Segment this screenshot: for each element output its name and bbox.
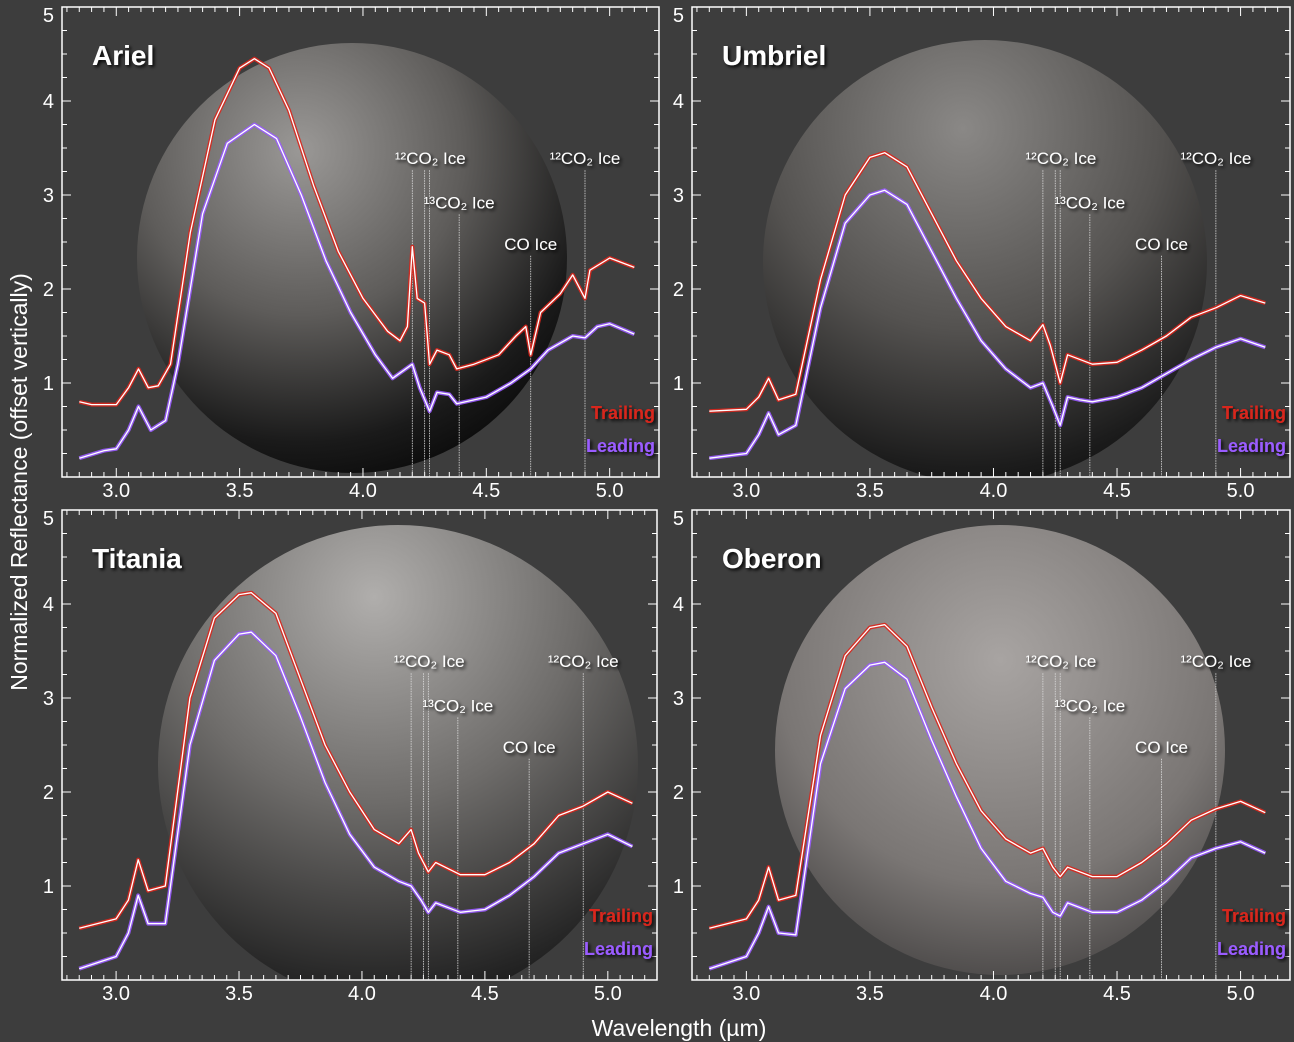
legend-leading: Leading: [1217, 939, 1286, 959]
annotation-label: CO Ice: [1135, 738, 1188, 757]
legend-trailing: Trailing: [1222, 906, 1286, 926]
x-tick-label: 3.0: [732, 983, 760, 1005]
legend-trailing: Trailing: [591, 403, 655, 423]
y-tick-label: 2: [673, 279, 684, 301]
panel-umbriel: 3.0 3.5 4.0 4.5 5.0 1 2 3 4 5 ¹²CO₂ Ice ¹³CO₂ Ice CO…: [673, 5, 1291, 502]
y-tick-label: 4: [673, 91, 684, 113]
x-tick-label: 3.0: [102, 480, 130, 502]
annotation-label: CO Ice: [1135, 235, 1188, 254]
moon-image: [158, 525, 638, 980]
y-tick-label: 5: [673, 508, 684, 530]
y-tick-label: 4: [673, 594, 684, 616]
y-tick-label: 2: [43, 279, 54, 301]
x-tick-label: 3.5: [226, 480, 254, 502]
y-tick-label: 3: [43, 185, 54, 207]
x-tick-label: 3.0: [102, 983, 130, 1005]
x-tick-label: 5.0: [1227, 480, 1255, 502]
legend-leading: Leading: [584, 939, 653, 959]
series-trailing-line: [79, 592, 633, 929]
y-tick-label: 3: [673, 688, 684, 710]
x-tick-label: 3.5: [225, 983, 253, 1005]
y-tick-label: 5: [43, 5, 54, 27]
annotation-label: ¹²CO₂ Ice: [394, 652, 465, 671]
x-tick-label: 4.5: [1103, 480, 1131, 502]
y-tick-label: 1: [43, 876, 54, 898]
annotation-label: ¹³CO₂ Ice: [1054, 696, 1125, 715]
x-tick-label: 4.0: [980, 480, 1008, 502]
moon-image: [763, 40, 1207, 477]
panel-titania: 3.0 3.5 4.0 4.5 5.0 1 2 3 4 5 ¹²CO₂ Ice ¹³CO₂ Ice CO…: [43, 508, 658, 1005]
x-tick-label: 4.5: [471, 983, 499, 1005]
x-tick-label: 4.0: [980, 983, 1008, 1005]
x-tick-label: 3.5: [856, 480, 884, 502]
moon-image: [137, 43, 567, 473]
panel-title: Titania: [92, 543, 182, 574]
x-tick-label: 4.5: [1103, 983, 1131, 1005]
y-tick-label: 1: [673, 373, 684, 395]
annotation-label: ¹²CO₂ Ice: [395, 149, 466, 168]
x-tick-label: 3.5: [856, 983, 884, 1005]
x-tick-label: 5.0: [596, 480, 624, 502]
annotation-label: ¹³CO₂ Ice: [424, 193, 495, 212]
y-tick-label: 5: [673, 5, 684, 27]
panel-title: Oberon: [722, 543, 822, 574]
annotation-label: ¹²CO₂ Ice: [1025, 149, 1096, 168]
series-leading-line: [79, 123, 635, 459]
series-trailing-line: [709, 624, 1266, 929]
y-axis-title: Normalized Reflectance (offset verticall…: [6, 273, 32, 691]
y-tick-label: 1: [43, 373, 54, 395]
panel-ariel: 3.0 3.5 4.0 4.5 5.0 1 2 3 4 5 ¹²CO₂ Ice ¹³CO₂ Ice CO…: [43, 5, 660, 502]
annotation-label: ¹²CO₂ Ice: [550, 149, 621, 168]
legend-leading: Leading: [586, 436, 655, 456]
series-trailing-line: [709, 152, 1266, 412]
y-tick-label: 1: [673, 876, 684, 898]
annotation-label: ¹²CO₂ Ice: [1180, 149, 1251, 168]
annotation-label: CO Ice: [503, 738, 556, 757]
series-leading-line: [709, 189, 1266, 459]
panel-oberon: 3.0 3.5 4.0 4.5 5.0 1 2 3 4 5 ¹²CO₂ Ice ¹³CO₂ Ice CO…: [673, 508, 1291, 1005]
panel-title: Umbriel: [722, 40, 826, 71]
y-tick-label: 4: [43, 594, 54, 616]
legend-trailing: Trailing: [589, 906, 653, 926]
series-leading-line: [78, 631, 633, 970]
x-tick-label: 4.0: [349, 480, 377, 502]
y-tick-label: 3: [43, 688, 54, 710]
x-axis-title: Wavelength (µm): [592, 1015, 767, 1041]
annotation-label: ¹³CO₂ Ice: [1054, 193, 1125, 212]
series-leading-line: [709, 661, 1266, 970]
y-tick-label: 2: [673, 782, 684, 804]
x-tick-label: 4.0: [348, 983, 376, 1005]
x-tick-label: 5.0: [1227, 983, 1255, 1005]
y-tick-label: 2: [43, 782, 54, 804]
legend-leading: Leading: [1217, 436, 1286, 456]
annotation-label: CO Ice: [504, 235, 557, 254]
legend-trailing: Trailing: [1222, 403, 1286, 423]
annotation-label: ¹²CO₂ Ice: [1025, 652, 1096, 671]
panel-title: Ariel: [92, 40, 154, 71]
annotation-label: ¹²CO₂ Ice: [548, 652, 619, 671]
annotation-label: ¹²CO₂ Ice: [1180, 652, 1251, 671]
x-tick-label: 4.5: [472, 480, 500, 502]
y-tick-label: 5: [43, 508, 54, 530]
moon-image: [775, 525, 1225, 975]
y-tick-label: 4: [43, 91, 54, 113]
x-tick-label: 5.0: [594, 983, 622, 1005]
annotation-label: ¹³CO₂ Ice: [422, 696, 493, 715]
series-trailing-line: [79, 58, 635, 406]
y-tick-label: 3: [673, 185, 684, 207]
x-tick-label: 3.0: [732, 480, 760, 502]
